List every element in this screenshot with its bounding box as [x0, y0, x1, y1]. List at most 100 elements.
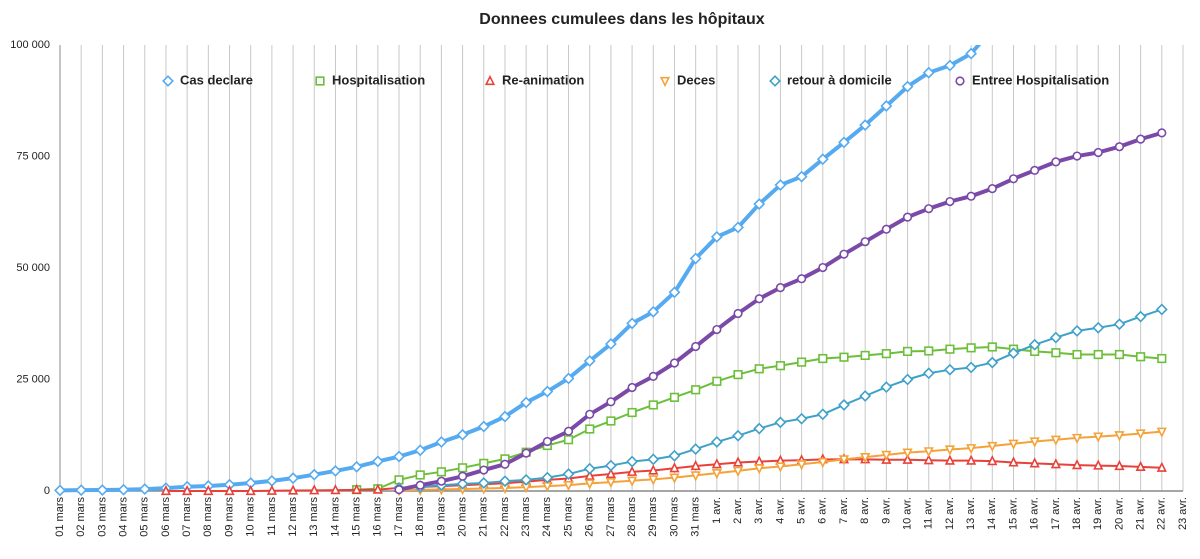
marker — [690, 459, 701, 471]
marker — [160, 484, 172, 496]
marker — [626, 317, 639, 330]
marker — [138, 483, 151, 496]
marker — [944, 454, 956, 465]
marker — [1135, 429, 1146, 440]
marker — [1093, 147, 1103, 158]
marker — [924, 346, 934, 356]
marker — [944, 445, 956, 456]
marker — [732, 221, 744, 234]
marker — [308, 468, 321, 481]
x-tick-label: 17 avr. — [1050, 497, 1062, 530]
x-tick-label: 7 avr. — [838, 497, 850, 524]
marker — [955, 76, 965, 86]
marker — [818, 353, 828, 364]
marker — [350, 460, 363, 473]
marker — [987, 184, 997, 194]
marker — [796, 460, 807, 471]
marker — [988, 24, 998, 34]
x-tick-label: 13 avr. — [965, 497, 977, 530]
x-tick-label: 18 avr. — [1071, 497, 1083, 530]
marker — [659, 76, 671, 88]
marker — [818, 262, 828, 273]
marker — [733, 308, 743, 319]
marker — [754, 364, 764, 374]
marker — [859, 390, 872, 402]
x-tick-label: 15 avr. — [1007, 497, 1019, 530]
marker — [520, 473, 533, 486]
marker — [754, 464, 765, 475]
marker — [203, 484, 214, 496]
marker — [1136, 352, 1146, 362]
marker — [563, 480, 574, 492]
marker — [648, 371, 658, 381]
marker — [691, 341, 701, 352]
marker — [266, 484, 277, 495]
x-tick-label: 03 mars — [96, 497, 108, 537]
marker — [860, 453, 871, 464]
x-tick-label: 24 mars — [541, 497, 553, 537]
x-tick-label: 2 avr. — [732, 497, 744, 524]
marker — [435, 436, 448, 448]
marker — [1008, 456, 1019, 467]
marker — [965, 361, 978, 374]
marker — [1134, 310, 1147, 323]
marker — [647, 453, 660, 466]
marker — [562, 372, 575, 385]
x-tick-label: 8 avr. — [859, 497, 871, 524]
marker — [626, 476, 638, 487]
x-tick-label: 10 avr. — [901, 497, 913, 530]
marker — [224, 484, 235, 496]
marker — [1136, 134, 1146, 144]
marker — [881, 349, 891, 359]
marker — [945, 344, 955, 354]
marker — [669, 392, 680, 402]
x-tick-label: 25 mars — [562, 497, 574, 537]
marker — [881, 450, 892, 461]
marker — [1093, 432, 1104, 443]
marker — [795, 412, 808, 425]
marker — [415, 470, 425, 480]
x-tick-label: 13 mars — [308, 497, 320, 537]
x-tick-label: 21 mars — [478, 497, 490, 537]
marker — [182, 484, 193, 496]
marker — [436, 467, 446, 477]
x-tick-label: 20 avr. — [1113, 497, 1125, 530]
marker — [966, 191, 976, 201]
x-tick-label: 14 avr. — [986, 497, 998, 530]
marker — [669, 358, 680, 368]
marker — [859, 119, 872, 131]
marker — [330, 484, 341, 495]
marker — [860, 350, 870, 361]
marker — [668, 286, 681, 299]
marker — [372, 483, 383, 494]
marker — [943, 363, 956, 376]
legend-label: Hospitalisation — [332, 72, 425, 87]
marker — [753, 422, 766, 435]
marker — [817, 457, 828, 469]
legend-label: Deces — [677, 72, 715, 87]
marker — [499, 475, 511, 488]
marker — [436, 476, 446, 486]
x-tick-label: 22 mars — [499, 497, 511, 537]
marker — [1050, 458, 1061, 469]
legend-label: Re-animation — [502, 72, 584, 87]
marker — [966, 444, 977, 455]
marker — [648, 475, 659, 486]
marker — [162, 75, 174, 87]
x-tick-label: 9 avr. — [880, 497, 892, 524]
marker — [1051, 348, 1061, 358]
marker — [329, 465, 342, 477]
marker — [732, 466, 744, 478]
marker — [54, 484, 66, 497]
marker — [710, 230, 723, 243]
marker — [795, 170, 808, 183]
marker — [477, 420, 490, 433]
marker — [689, 252, 702, 265]
marker — [1029, 457, 1040, 468]
x-tick-label: 01 mars — [54, 497, 66, 537]
marker — [733, 369, 743, 380]
x-tick-label: 31 mars — [690, 497, 702, 537]
marker — [627, 382, 637, 393]
marker — [775, 361, 786, 371]
marker — [712, 376, 722, 386]
